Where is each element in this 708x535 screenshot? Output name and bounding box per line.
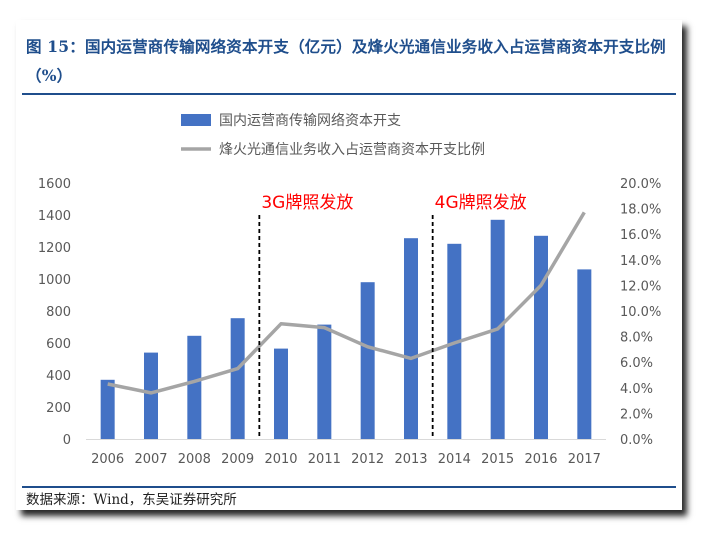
y-right-tick-label: 20.0% [620,177,661,192]
x-tick-label: 2012 [351,452,384,467]
x-tick-label: 2009 [221,452,254,467]
bar-2010 [274,348,288,439]
y-right-tick-label: 10.0% [620,305,661,320]
y-right-tick-label: 6.0% [620,356,653,371]
y-left-tick-label: 1000 [38,273,71,288]
source-divider [22,486,676,488]
y-left-tick-label: 0 [63,433,71,448]
y-right-tick-label: 8.0% [620,331,653,346]
chart-area: 国内运营商传输网络资本开支烽火光通信业务收入占运营商资本开支比例 0 200 400 6… [16,20,682,486]
x-tick-label: 2007 [134,452,167,467]
bar-2009 [230,318,245,439]
bar-2011 [317,324,332,439]
x-tick-label: 2008 [178,452,211,467]
ratio-line [107,211,586,395]
bar-2006 [100,379,115,439]
annotation-label-2: 4G牌照发放 [435,193,527,213]
x-tick-label: 2010 [264,452,297,467]
y-left-tick-label: 1600 [38,177,71,192]
y-right-tick-label: 12.0% [620,279,661,294]
y-left-tick-label: 400 [46,369,71,384]
y-left-tick-label: 200 [46,401,71,416]
x-tick-label: 2011 [308,452,341,467]
legend-swatch-bars [181,114,211,126]
bar-2016 [534,235,548,439]
x-tick-label: 2017 [568,452,601,467]
y-right-tick-label: 18.0% [620,203,661,218]
legend-label-line: 烽火光通信业务收入占运营商资本开支比例 [219,142,485,158]
bar-2007 [144,352,158,439]
y-right-tick-label: 4.0% [620,382,653,397]
x-tick-label: 2014 [438,452,471,467]
y-right-tick-label: 0.0% [620,433,653,448]
x-tick-label: 2013 [394,452,427,467]
figure-title: 图 15：国内运营商传输网络资本开支（亿元）及烽火光通信业务收入占运营商资本开支… [26,37,666,85]
figure-card: 图 15：国内运营商传输网络资本开支（亿元）及烽火光通信业务收入占运营商资本开支… [16,20,682,510]
bar-2013 [404,238,418,439]
source-note: 数据来源：Wind，东吴证券研究所 [26,492,237,508]
y-right-tick-label: 14.0% [620,254,661,269]
bar-2017 [577,269,592,439]
annotation-label-1: 3G牌照发放 [261,193,353,213]
title-divider [22,93,676,95]
legend-label-bars: 国内运营商传输网络资本开支 [219,113,401,129]
x-tick-label: 2015 [481,452,514,467]
y-right-tick-label: 2.0% [620,407,653,422]
y-left-tick-label: 1400 [38,209,71,224]
y-right-tick-label: 16.0% [620,228,661,243]
x-tick-label: 2006 [91,452,124,467]
y-left-tick-label: 1200 [38,241,71,256]
x-tick-label: 2016 [524,452,557,467]
bar-2008 [187,335,202,439]
y-left-tick-label: 600 [46,337,71,352]
bar-2012 [360,282,375,439]
y-left-tick-label: 800 [46,305,71,320]
